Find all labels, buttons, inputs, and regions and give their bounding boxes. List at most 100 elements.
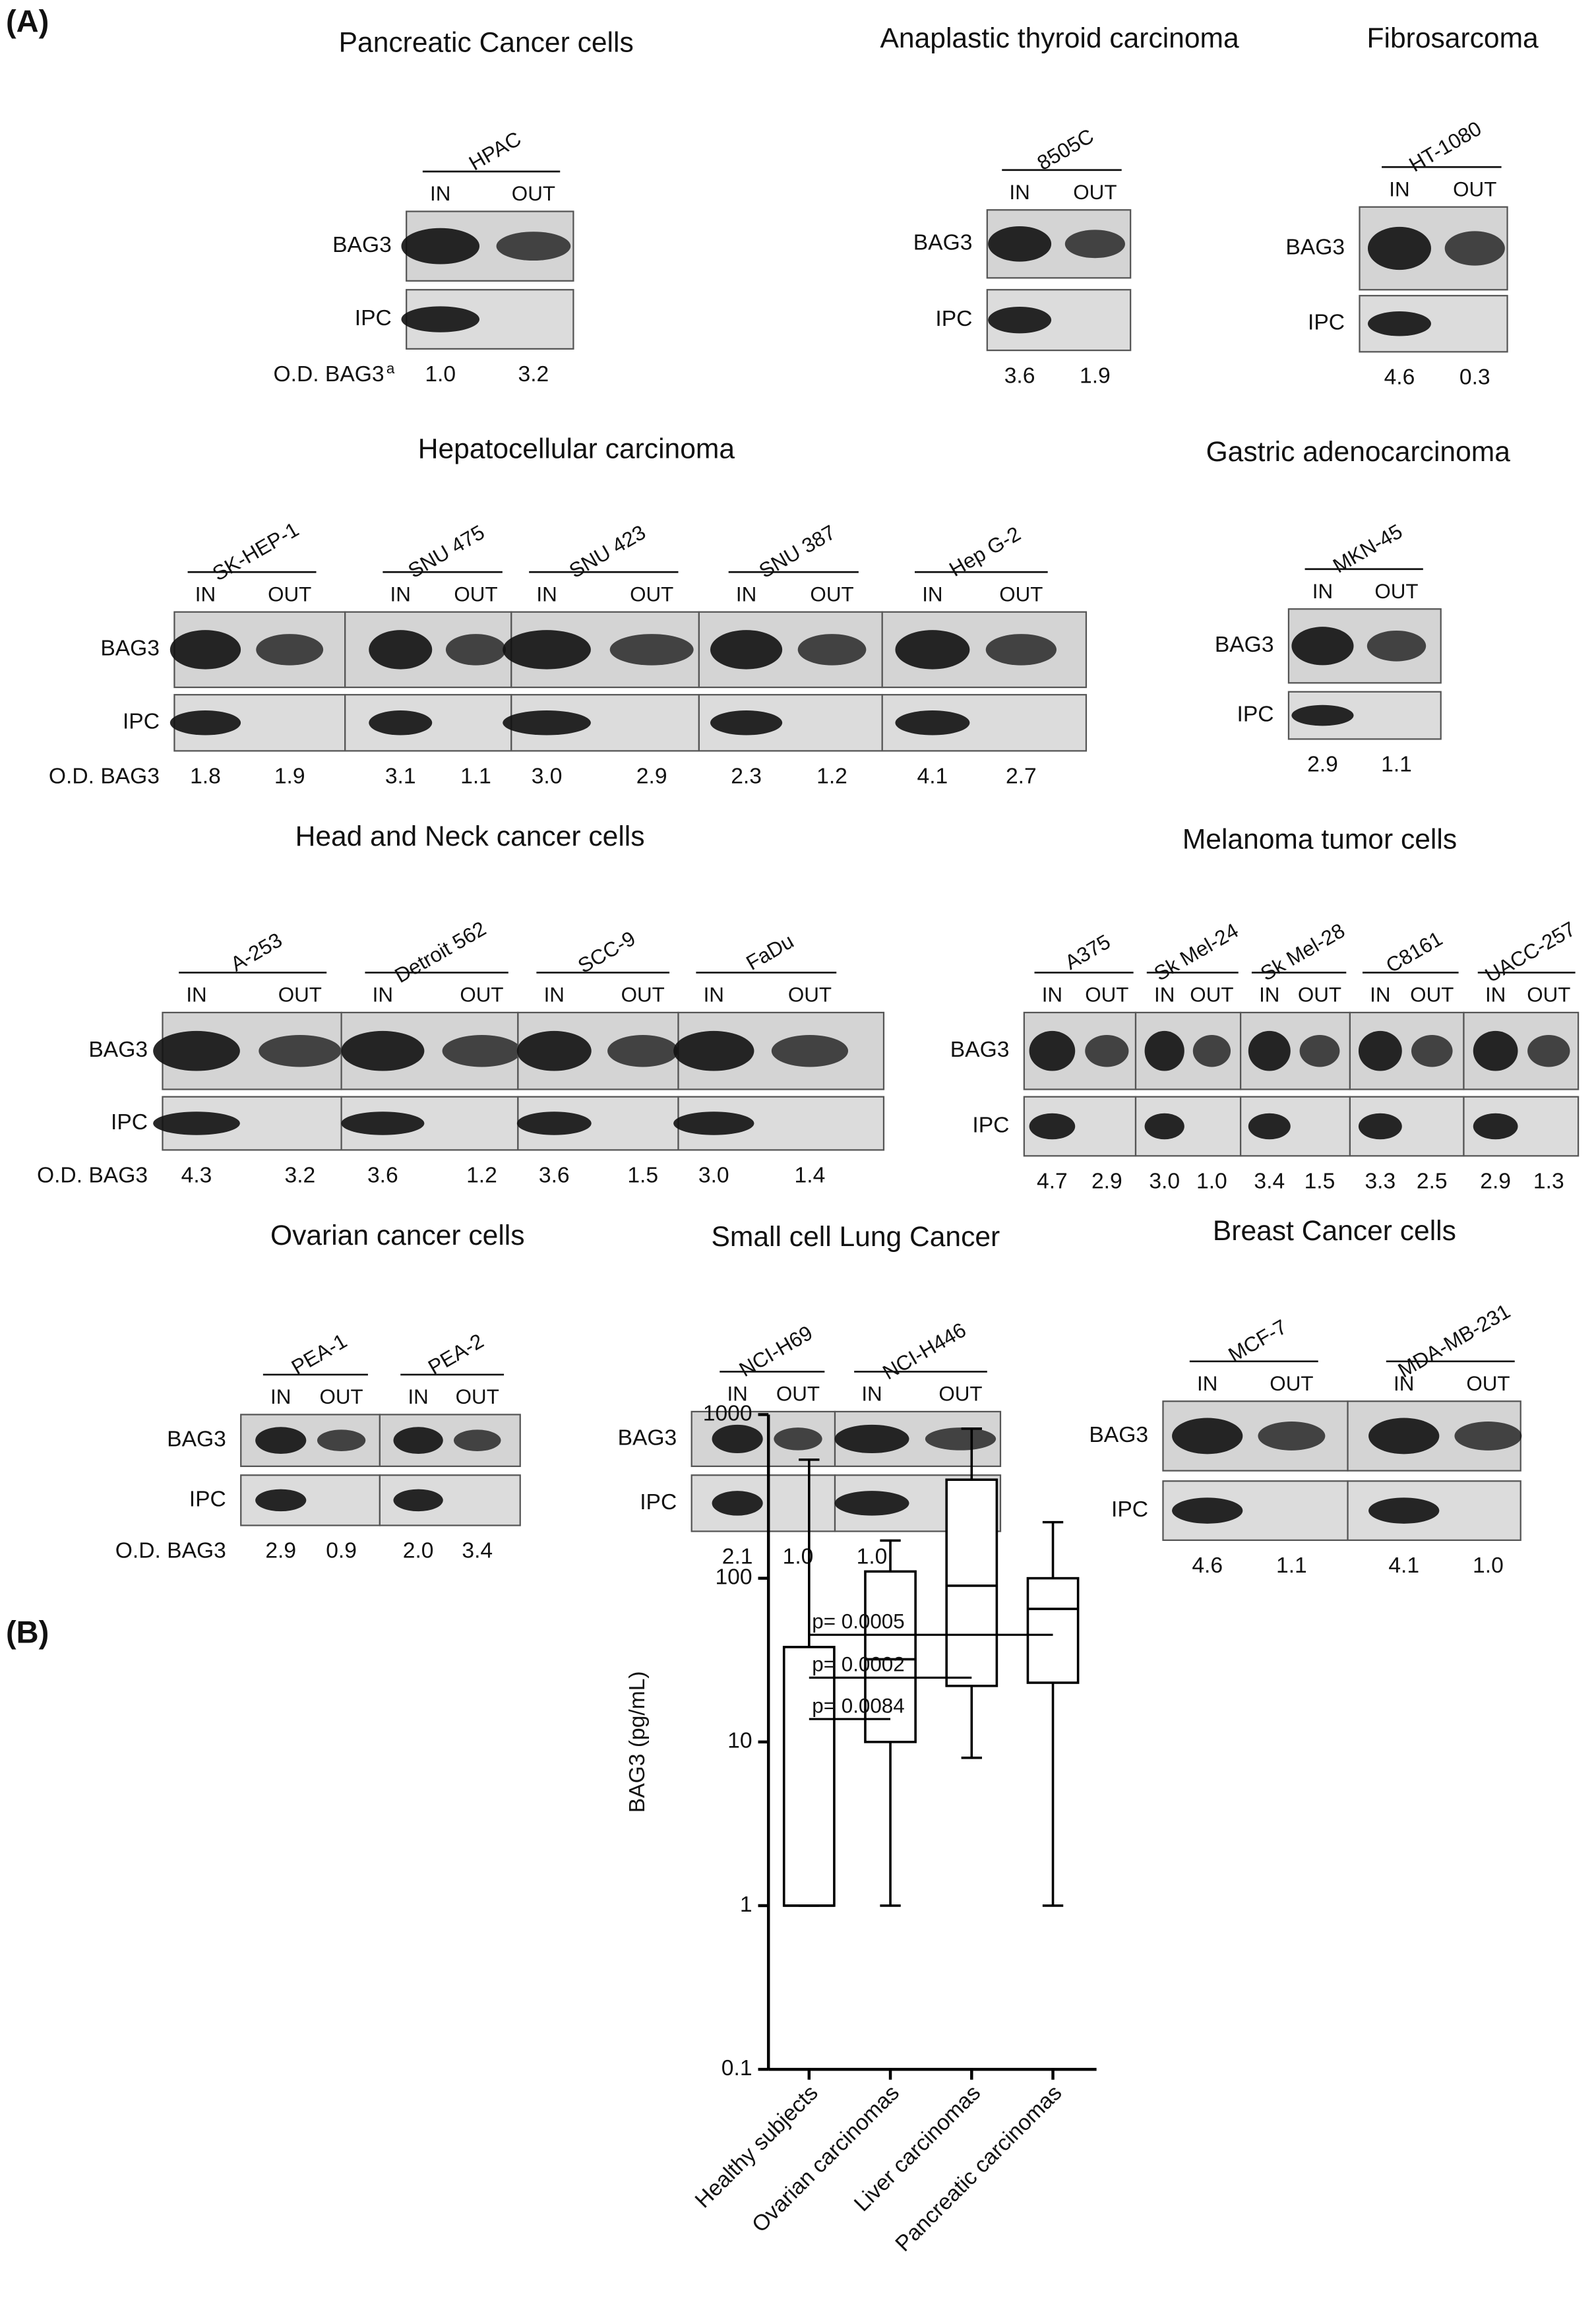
od-value: 1.9 <box>1080 363 1111 388</box>
band <box>985 634 1057 666</box>
band <box>834 1424 909 1453</box>
band <box>1172 1497 1243 1524</box>
od-value: 3.3 <box>1365 1170 1396 1194</box>
lane-label: OUT <box>1298 984 1341 1007</box>
band <box>1473 1030 1518 1071</box>
band <box>712 1491 763 1516</box>
band <box>503 710 591 735</box>
lane-label: IN <box>1312 580 1333 603</box>
lane-label: IN <box>544 984 565 1007</box>
box <box>945 1478 998 1687</box>
p-value: p= 0.0002 <box>812 1653 904 1676</box>
band <box>607 1034 679 1067</box>
band <box>895 630 970 670</box>
lane-label: IN <box>1389 177 1409 201</box>
cell-line-label: 8505C <box>1033 124 1098 175</box>
lane-label: OUT <box>320 1385 363 1408</box>
band <box>259 1034 342 1067</box>
band <box>255 1427 307 1454</box>
lane-label: OUT <box>1190 984 1233 1007</box>
lane-label: OUT <box>456 1385 499 1408</box>
lane-label: IN <box>1009 181 1029 204</box>
band <box>710 630 783 670</box>
cell-line-label: SK-HEP-1 <box>208 518 303 586</box>
od-value: 3.2 <box>285 1164 316 1188</box>
lane-label: IN <box>861 1383 882 1406</box>
band <box>1368 1497 1440 1524</box>
band <box>1144 1030 1184 1071</box>
od-footnote: a <box>386 360 395 377</box>
od-value: 4.6 <box>1384 365 1415 390</box>
lane-label: IN <box>1042 984 1062 1007</box>
lane-label: IN <box>536 582 557 606</box>
y-tick-label: 1000 <box>703 1401 752 1425</box>
band <box>1029 1030 1076 1071</box>
cell-line-label: Sk Mel-28 <box>1256 919 1349 985</box>
od-value: 2.9 <box>265 1539 296 1563</box>
od-label: O.D. BAG3 <box>115 1539 226 1563</box>
band <box>1085 1034 1129 1067</box>
lane-label: IN <box>1259 984 1279 1007</box>
lane-label: OUT <box>268 582 311 606</box>
band <box>988 306 1052 334</box>
cell-line-label: FaDu <box>742 929 797 975</box>
box <box>1026 1577 1080 1684</box>
band <box>341 1030 425 1071</box>
y-axis-label: BAG3 (pg/mL) <box>625 1671 650 1813</box>
lane-label: OUT <box>776 1383 820 1406</box>
blot-title: Fibrosarcoma <box>1367 22 1539 54</box>
lane-label: IN <box>1394 1372 1414 1395</box>
band <box>673 1030 754 1071</box>
lane-label: IN <box>195 582 216 606</box>
lane-label: OUT <box>1466 1372 1510 1395</box>
band <box>445 634 506 666</box>
band <box>169 630 241 670</box>
row-label: IPC <box>111 1110 148 1135</box>
lane-label: OUT <box>1453 177 1496 201</box>
lane-label: OUT <box>938 1383 982 1406</box>
blot-title: Melanoma tumor cells <box>1182 823 1457 855</box>
lane-label: IN <box>727 1383 747 1406</box>
od-value: 1.1 <box>1276 1553 1307 1578</box>
row-label: BAG3 <box>1215 633 1274 657</box>
lane-label: IN <box>704 984 724 1007</box>
band <box>1358 1113 1402 1140</box>
od-value: 1.5 <box>627 1164 658 1188</box>
cell-line-label: MCF-7 <box>1225 1315 1291 1367</box>
lane-label: OUT <box>454 582 497 606</box>
lane-label: IN <box>736 582 756 606</box>
lane-label: OUT <box>788 984 832 1007</box>
row-label: BAG3 <box>950 1038 1010 1062</box>
lane-label: IN <box>1485 984 1506 1007</box>
lane-label: OUT <box>1073 181 1117 204</box>
od-value: 2.9 <box>636 765 667 789</box>
od-value: 3.4 <box>1254 1170 1285 1194</box>
lane-label: OUT <box>278 984 322 1007</box>
band <box>774 1427 822 1451</box>
band <box>1299 1034 1340 1067</box>
band <box>1291 627 1354 666</box>
band <box>1192 1034 1231 1067</box>
band <box>673 1111 754 1135</box>
band <box>1258 1422 1326 1451</box>
od-value: 1.1 <box>1381 753 1412 777</box>
cell-line-label: PEA-1 <box>288 1329 351 1379</box>
x-tick-label: Pancreatic carcinomas <box>891 2080 1067 2257</box>
od-value: 1.5 <box>1304 1170 1335 1194</box>
cell-line-label: NCI-H446 <box>878 1318 969 1384</box>
cell-line-label: C8161 <box>1382 927 1447 978</box>
row-label: BAG3 <box>1089 1423 1148 1447</box>
band <box>369 630 433 670</box>
x-tick-label: Ovarian carcinomas <box>747 2080 904 2237</box>
cell-line-label: SNU 387 <box>755 520 840 582</box>
blot-title: Pancreatic Cancer cells <box>339 27 634 59</box>
lane-label: IN <box>430 182 450 205</box>
band <box>1358 1030 1402 1071</box>
cell-line-label: HPAC <box>465 127 525 175</box>
band <box>169 710 241 735</box>
od-value: 3.4 <box>462 1539 493 1563</box>
band <box>369 710 433 735</box>
band <box>1411 1034 1453 1067</box>
od-value: 3.6 <box>367 1164 398 1188</box>
